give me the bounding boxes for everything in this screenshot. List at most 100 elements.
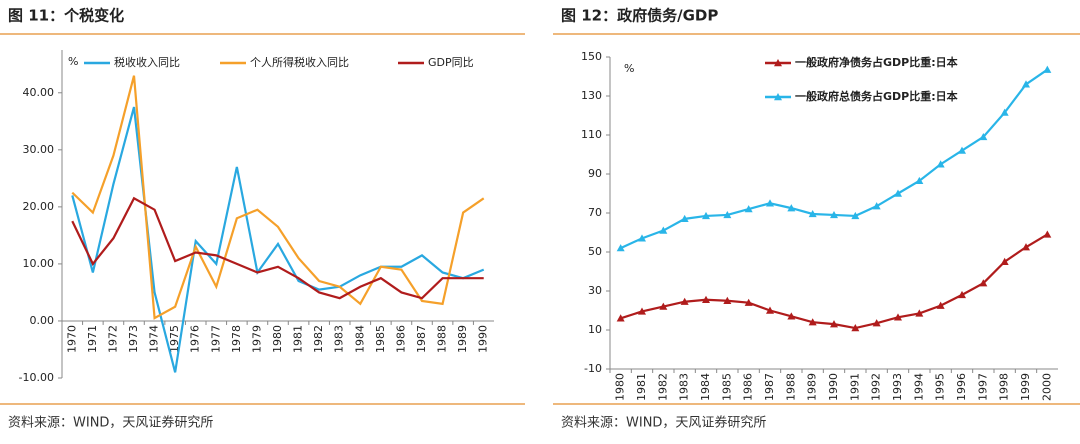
point-marker bbox=[659, 302, 668, 310]
point-marker bbox=[1022, 243, 1030, 251]
x-tick-label: 1996 bbox=[955, 373, 968, 401]
legend-label: 税收收入同比 bbox=[114, 55, 180, 69]
source: 资料来源：WIND，天风证券研究所 bbox=[8, 415, 213, 431]
series-line bbox=[71, 75, 485, 320]
x-tick-label: 1998 bbox=[998, 373, 1011, 401]
y-tick-label: -10.00 bbox=[19, 371, 54, 384]
x-tick-label: 1999 bbox=[1019, 373, 1032, 401]
point-marker bbox=[936, 301, 945, 309]
point-marker bbox=[894, 189, 902, 197]
point-marker bbox=[915, 176, 924, 185]
point-marker bbox=[766, 199, 774, 207]
point-marker bbox=[702, 295, 710, 303]
x-tick-label: 1987 bbox=[763, 373, 776, 401]
point-marker bbox=[872, 202, 881, 210]
x-tick-label: 1988 bbox=[436, 325, 449, 353]
y-tick-label: 10 bbox=[588, 323, 602, 336]
source: 资料来源：WIND，天风证券研究所 bbox=[561, 415, 766, 431]
point-marker bbox=[958, 290, 966, 299]
legend-marker bbox=[774, 59, 782, 67]
x-tick-label: 1997 bbox=[976, 373, 989, 401]
x-tick-label: 1980 bbox=[271, 325, 284, 353]
point-marker bbox=[1043, 65, 1052, 73]
legend-label: 个人所得税收入同比 bbox=[250, 55, 349, 69]
point-marker bbox=[744, 205, 753, 213]
x-tick-label: 1983 bbox=[678, 373, 691, 401]
point-marker bbox=[638, 307, 646, 315]
x-tick-label: 1984 bbox=[353, 325, 366, 353]
point-marker bbox=[787, 312, 796, 320]
point-marker bbox=[808, 318, 817, 326]
x-tick-label: 1979 bbox=[250, 325, 263, 353]
series-line bbox=[71, 196, 484, 300]
x-tick-label: 1989 bbox=[806, 373, 819, 401]
point-marker bbox=[830, 320, 838, 328]
point-marker bbox=[872, 319, 881, 327]
legend-marker bbox=[774, 93, 782, 101]
point-marker bbox=[979, 279, 988, 287]
y-tick-label: 110 bbox=[581, 128, 602, 141]
point-marker bbox=[787, 204, 796, 212]
point-marker bbox=[616, 314, 625, 322]
y-tick-label: 90 bbox=[588, 167, 602, 180]
point-marker bbox=[616, 244, 625, 252]
point-marker bbox=[830, 210, 838, 219]
point-marker bbox=[958, 146, 966, 154]
chart-title: 图 12：政府债务/GDP bbox=[561, 7, 718, 25]
point-marker bbox=[1022, 80, 1030, 88]
y-tick-label: 30 bbox=[588, 284, 602, 297]
x-tick-label: 1990 bbox=[477, 325, 490, 353]
y-tick-label: 30.00 bbox=[23, 143, 55, 156]
point-marker bbox=[723, 210, 732, 219]
x-tick-label: 1985 bbox=[720, 373, 733, 401]
x-tick-label: 1986 bbox=[394, 325, 407, 353]
x-tick-label: 1981 bbox=[292, 325, 305, 353]
y-unit: % bbox=[624, 62, 634, 75]
x-tick-label: 1987 bbox=[415, 325, 428, 353]
point-marker bbox=[659, 226, 668, 234]
point-marker bbox=[766, 306, 774, 314]
point-marker bbox=[744, 298, 753, 306]
point-marker bbox=[851, 211, 860, 220]
y-tick-label: 40.00 bbox=[23, 86, 55, 99]
point-marker bbox=[680, 297, 689, 305]
y-tick-label: 70 bbox=[588, 206, 602, 219]
x-tick-label: 1994 bbox=[912, 373, 925, 401]
y-unit: % bbox=[68, 55, 78, 68]
x-tick-label: 1976 bbox=[189, 325, 202, 353]
x-tick-label: 1984 bbox=[699, 373, 712, 401]
x-tick-label: 1981 bbox=[635, 373, 648, 401]
point-marker bbox=[915, 309, 924, 317]
x-tick-label: 1978 bbox=[230, 325, 243, 353]
point-marker bbox=[1000, 257, 1009, 265]
point-marker bbox=[936, 160, 945, 168]
x-tick-label: 1982 bbox=[312, 325, 325, 353]
x-tick-label: 1982 bbox=[656, 373, 669, 401]
point-marker bbox=[808, 209, 817, 218]
point-marker bbox=[1000, 108, 1009, 116]
point-marker bbox=[680, 214, 689, 223]
x-tick-label: 1993 bbox=[891, 373, 904, 401]
y-tick-label: 130 bbox=[581, 89, 602, 102]
point-marker bbox=[1043, 230, 1052, 238]
x-tick-label: 1983 bbox=[333, 325, 346, 353]
x-tick-label: 1973 bbox=[127, 325, 140, 353]
y-tick-label: -10 bbox=[584, 362, 602, 375]
legend-label: GDP同比 bbox=[428, 56, 474, 69]
x-tick-label: 1970 bbox=[65, 325, 78, 353]
point-marker bbox=[702, 211, 710, 220]
point-marker bbox=[894, 313, 902, 321]
x-tick-label: 1995 bbox=[934, 373, 947, 401]
x-tick-label: 1992 bbox=[870, 373, 883, 401]
y-tick-label: 50 bbox=[588, 245, 602, 258]
chart-title: 图 11：个税变化 bbox=[8, 7, 124, 25]
x-tick-label: 1971 bbox=[86, 325, 99, 353]
y-tick-label: 20.00 bbox=[23, 200, 55, 213]
x-tick-label: 1991 bbox=[848, 373, 861, 401]
x-tick-label: 1985 bbox=[374, 325, 387, 353]
x-tick-label: 2000 bbox=[1040, 373, 1053, 401]
y-tick-label: 0.00 bbox=[30, 314, 55, 327]
legend-label: 一般政府总债务占GDP比重:日本 bbox=[795, 89, 958, 103]
x-tick-label: 1986 bbox=[742, 373, 755, 401]
